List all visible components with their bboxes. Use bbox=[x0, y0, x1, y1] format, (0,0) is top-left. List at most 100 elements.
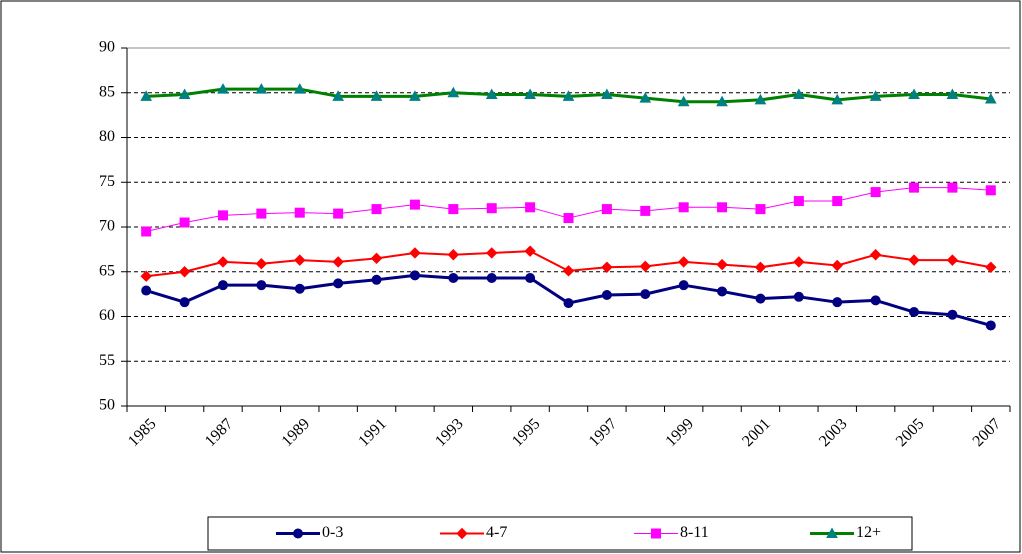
marker bbox=[639, 260, 651, 273]
legend-box bbox=[207, 516, 913, 551]
marker bbox=[409, 270, 420, 281]
marker bbox=[370, 90, 383, 101]
marker bbox=[869, 90, 882, 101]
marker bbox=[486, 247, 498, 259]
marker bbox=[869, 249, 882, 261]
marker bbox=[640, 205, 651, 216]
marker bbox=[371, 204, 382, 215]
marker bbox=[793, 256, 805, 268]
marker bbox=[525, 202, 536, 213]
y-tick-label: 75 bbox=[99, 173, 115, 190]
marker bbox=[293, 83, 306, 94]
marker bbox=[333, 278, 344, 289]
marker bbox=[294, 254, 306, 266]
marker bbox=[640, 289, 651, 300]
marker bbox=[294, 207, 305, 218]
legend-label: 8-11 bbox=[680, 524, 709, 541]
marker bbox=[793, 291, 804, 302]
marker bbox=[333, 208, 344, 219]
marker bbox=[447, 249, 460, 261]
marker bbox=[563, 298, 574, 309]
marker bbox=[256, 280, 267, 291]
marker bbox=[678, 202, 689, 213]
marker bbox=[524, 245, 536, 257]
legend-label: 12+ bbox=[856, 524, 881, 541]
marker bbox=[946, 88, 959, 100]
marker bbox=[178, 266, 191, 278]
marker bbox=[448, 273, 459, 284]
marker bbox=[755, 204, 766, 215]
legend-marker bbox=[651, 528, 661, 539]
marker bbox=[946, 254, 959, 266]
legend-label: 4-7 bbox=[486, 524, 507, 541]
marker bbox=[370, 252, 383, 265]
marker bbox=[716, 95, 728, 107]
y-tick-label: 65 bbox=[99, 262, 115, 279]
marker bbox=[217, 280, 228, 291]
marker bbox=[141, 226, 152, 237]
marker bbox=[985, 320, 996, 331]
marker bbox=[754, 261, 767, 273]
marker bbox=[985, 185, 996, 196]
marker bbox=[524, 88, 536, 100]
marker bbox=[909, 182, 920, 193]
y-tick-label: 55 bbox=[99, 352, 115, 369]
marker bbox=[601, 290, 612, 301]
marker bbox=[755, 293, 766, 304]
marker bbox=[562, 90, 575, 101]
marker bbox=[486, 273, 497, 284]
y-tick-label: 80 bbox=[99, 128, 115, 145]
marker bbox=[217, 210, 228, 221]
marker bbox=[678, 280, 689, 291]
marker bbox=[525, 273, 536, 284]
marker bbox=[831, 259, 843, 272]
marker bbox=[832, 196, 843, 207]
marker bbox=[486, 203, 497, 214]
legend-marker bbox=[826, 527, 838, 538]
marker bbox=[908, 88, 920, 100]
marker bbox=[140, 90, 153, 101]
marker bbox=[217, 83, 229, 94]
y-tick-label: 60 bbox=[99, 307, 115, 324]
marker bbox=[717, 286, 728, 297]
marker bbox=[985, 261, 997, 273]
marker bbox=[947, 309, 958, 320]
marker bbox=[754, 93, 767, 105]
marker bbox=[793, 196, 804, 207]
marker bbox=[677, 256, 690, 268]
y-tick-label: 50 bbox=[99, 397, 115, 414]
y-tick-label: 90 bbox=[99, 39, 115, 56]
marker bbox=[717, 202, 728, 213]
marker bbox=[831, 93, 844, 105]
marker bbox=[563, 213, 574, 224]
marker bbox=[677, 95, 690, 107]
marker bbox=[639, 92, 652, 103]
marker bbox=[909, 307, 920, 318]
marker bbox=[601, 88, 613, 100]
legend-marker bbox=[456, 527, 468, 540]
marker bbox=[141, 285, 152, 296]
marker bbox=[179, 217, 190, 228]
marker bbox=[255, 83, 268, 94]
marker bbox=[601, 204, 612, 215]
marker bbox=[409, 90, 421, 101]
marker bbox=[140, 270, 152, 282]
marker bbox=[792, 88, 805, 100]
marker bbox=[485, 88, 498, 100]
marker bbox=[217, 256, 229, 268]
legend-label: 0-3 bbox=[322, 524, 343, 541]
marker bbox=[562, 265, 575, 277]
legend-marker bbox=[293, 528, 303, 539]
marker bbox=[870, 187, 881, 198]
marker bbox=[447, 86, 460, 98]
y-tick-label: 70 bbox=[99, 218, 115, 235]
marker bbox=[178, 88, 191, 100]
marker bbox=[255, 257, 268, 270]
marker bbox=[601, 261, 613, 273]
marker bbox=[832, 297, 843, 308]
marker bbox=[716, 258, 728, 271]
y-tick-label: 85 bbox=[99, 83, 115, 100]
marker bbox=[448, 204, 459, 215]
